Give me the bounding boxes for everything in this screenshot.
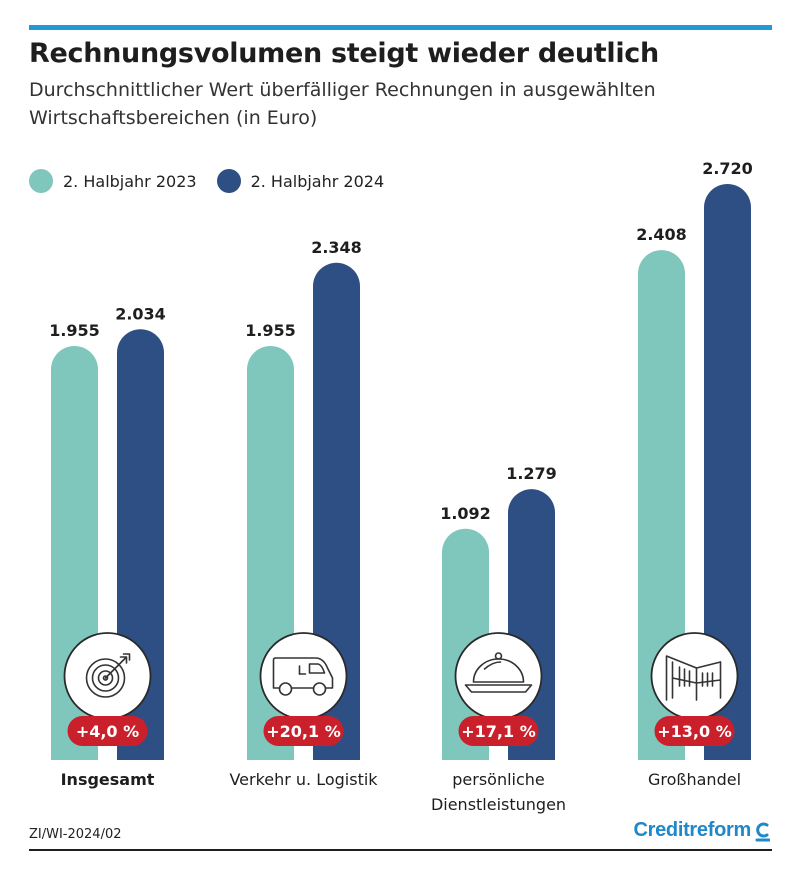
top-accent-rule xyxy=(29,25,772,30)
change-label-verkehr-u-logistik: +20,1 % xyxy=(266,722,340,741)
category-label-insgesamt: Insgesamt xyxy=(61,770,155,789)
icon-circle-grosshandel xyxy=(650,632,739,720)
category-label-personliche-dienstleistungen: persönliche xyxy=(452,770,545,789)
category-label-grosshandel: Großhandel xyxy=(648,770,741,789)
bottom-rule xyxy=(29,849,772,851)
value-label-verkehr-u-logistik-2023: 1.955 xyxy=(245,321,296,340)
category-label-verkehr-u-logistik: Verkehr u. Logistik xyxy=(229,770,378,789)
van-icon xyxy=(272,657,334,696)
chart-title: Rechnungsvolumen steigt wieder deutlich xyxy=(29,38,659,69)
bar-grosshandel-2024 xyxy=(704,184,751,760)
chart-subtitle: Durchschnittlicher Wert überfälliger Rec… xyxy=(29,79,656,129)
value-label-grosshandel-2023: 2.408 xyxy=(636,225,687,244)
change-label-personliche-dienstleistungen: +17,1 % xyxy=(461,722,535,741)
brand-wordmark: Creditreform xyxy=(633,819,751,841)
change-badge-verkehr-u-logistik xyxy=(263,716,344,746)
change-badge-grosshandel xyxy=(654,716,735,746)
value-label-insgesamt-2024: 2.034 xyxy=(115,304,166,323)
bar-chart: 1.955 2.034 +4,0 % Insgesamt 1.955 2.348 +20,1… xyxy=(49,159,753,814)
value-label-personliche-dienstleistungen-2023: 1.092 xyxy=(440,504,491,523)
value-label-personliche-dienstleistungen-2024: 1.279 xyxy=(506,464,557,483)
value-label-grosshandel-2024: 2.720 xyxy=(702,159,753,178)
building-icon xyxy=(665,655,722,701)
legend-label-2023: 2. Halbjahr 2023 xyxy=(63,171,197,191)
legend-label-2024: 2. Halbjahr 2024 xyxy=(250,171,385,191)
brand-mark-icon xyxy=(755,822,770,841)
legend-swatch-2023 xyxy=(29,169,53,193)
bar-verkehr-u-logistik-2024 xyxy=(313,262,360,760)
legend: 2. Halbjahr 2023 2. Halbjahr 2024 xyxy=(29,168,404,194)
source-note: ZI/WI-2024/02 xyxy=(29,827,122,842)
legend-swatch-2024 xyxy=(216,169,241,193)
category-label-personliche-dienstleistungen: Dienstleistungen xyxy=(431,795,566,814)
value-label-verkehr-u-logistik-2024: 2.348 xyxy=(311,238,362,257)
change-badge-personliche-dienstleistungen xyxy=(458,716,539,746)
target-icon xyxy=(85,653,131,698)
legend-item-2024: 2. Halbjahr 2024 xyxy=(216,169,385,193)
change-label-grosshandel: +13,0 % xyxy=(657,722,731,741)
change-label-insgesamt: +4,0 % xyxy=(76,722,139,741)
legend-item-2023: 2. Halbjahr 2023 xyxy=(29,169,197,193)
creditreform-logo: Creditreform xyxy=(633,819,770,842)
bar-grosshandel-2023 xyxy=(638,250,685,761)
value-label-insgesamt-2023: 1.955 xyxy=(49,321,100,340)
icon-circle-personliche-dienstleistungen xyxy=(454,632,543,720)
change-badge-insgesamt xyxy=(67,716,148,746)
cloche-icon xyxy=(464,652,533,693)
